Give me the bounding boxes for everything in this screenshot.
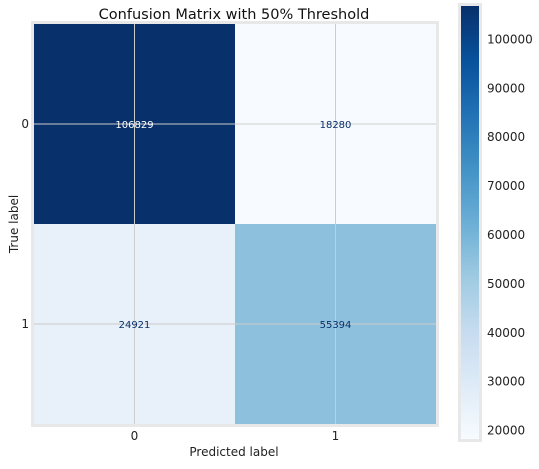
- colorbar-frame: [458, 3, 482, 442]
- x-axis-label: Predicted label: [189, 445, 278, 459]
- cell-label-1-0: 24921: [119, 320, 151, 331]
- x-tick-label-0: 0: [131, 429, 139, 443]
- grid-lines: [34, 24, 436, 424]
- cell-label-0-0: 106829: [115, 120, 153, 131]
- y-tick-label-1: 1: [21, 317, 29, 331]
- colorbar-tick-label-8: 100000: [487, 32, 533, 46]
- colorbar-tick-label-4: 60000: [487, 228, 525, 242]
- y-tick-label-0: 0: [21, 117, 29, 131]
- colorbar-ticks: 20000 30000 40000 50000 60000 70000 80000 90000…: [487, 32, 533, 437]
- cell-value-labels: 106829 18280 24921 55394: [115, 120, 351, 331]
- colorbar-tick-label-6: 80000: [487, 130, 525, 144]
- x-tick-label-1: 1: [332, 429, 340, 443]
- colorbar: [461, 6, 479, 439]
- chart-title: Confusion Matrix with 50% Threshold: [99, 7, 370, 23]
- colorbar-tick-label-7: 90000: [487, 81, 525, 95]
- heatmap-cells: [34, 24, 436, 424]
- colorbar-tick-label-3: 50000: [487, 277, 525, 291]
- y-axis-label: True label: [7, 195, 21, 254]
- y-axis-ticks: 01: [21, 117, 29, 331]
- cell-label-1-1: 55394: [320, 320, 352, 331]
- colorbar-tick-label-5: 70000: [487, 179, 525, 193]
- plot-frame: [31, 21, 439, 427]
- cell-label-0-1: 18280: [320, 120, 352, 131]
- colorbar-tick-label-2: 40000: [487, 326, 525, 340]
- colorbar-tick-label-0: 20000: [487, 424, 525, 438]
- colorbar-tick-label-1: 30000: [487, 375, 525, 389]
